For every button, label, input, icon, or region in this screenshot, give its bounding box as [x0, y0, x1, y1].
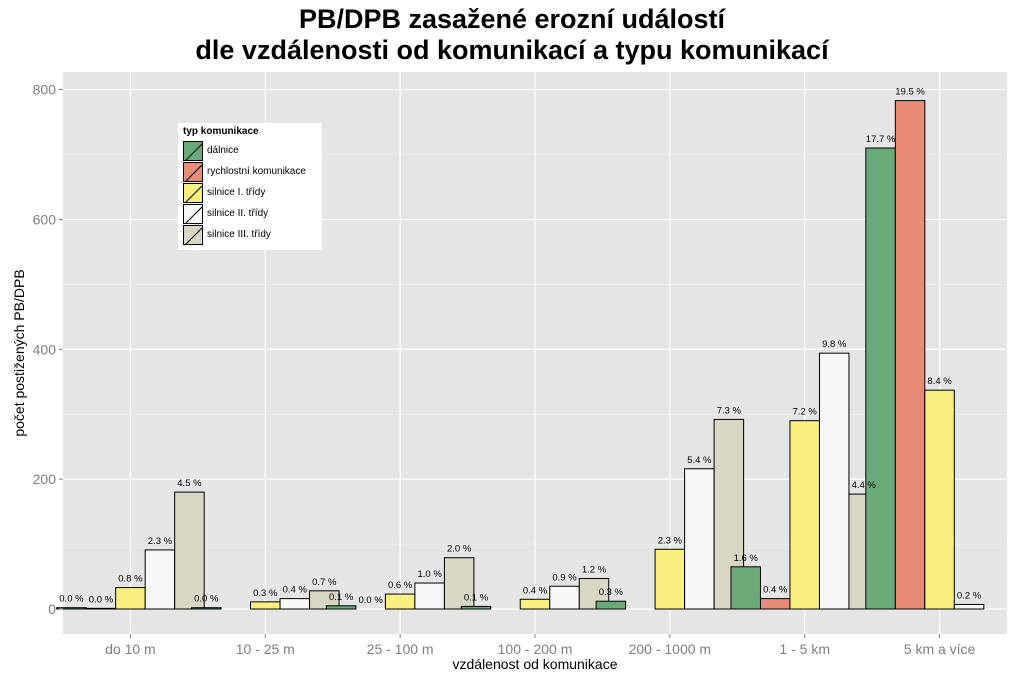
y-tick-label: 0: [48, 601, 56, 617]
y-tick-label: 200: [33, 471, 57, 487]
legend-label: dálnice: [207, 145, 239, 156]
y-axis-label: počet postižených PB/DPB: [11, 269, 27, 436]
bar: [549, 585, 580, 610]
bar-value-label: 0.4 %: [763, 585, 788, 596]
bar-value-label: 0.3 %: [599, 587, 624, 598]
bar: [85, 607, 117, 610]
legend-item: silnice I. třídy: [183, 183, 321, 203]
bar-value-label: 2.0 %: [447, 544, 472, 555]
bar-value-label: 7.2 %: [793, 407, 818, 418]
legend-swatch: [183, 183, 203, 203]
x-tick-label: 1 - 5 km: [779, 641, 830, 657]
legend-label: rychlostní komunikace: [207, 166, 306, 177]
bar-value-label: 2.3 %: [148, 536, 173, 547]
data-labels: 0.0 % 0.0 % 0.8 % 2.3 % 4.5 % 0.0 % 0.3 % 0.4 %…: [59, 87, 981, 606]
y-tick-label: 400: [33, 341, 57, 357]
bar: [894, 100, 926, 610]
y-tick-label: 600: [33, 211, 57, 227]
legend-label: silnice III. třídy: [207, 229, 271, 240]
bar: [730, 566, 761, 610]
legend: typ komunikace dálnice rychlostní komunik…: [178, 123, 322, 250]
bar-value-label: 0.2 %: [957, 590, 982, 601]
bar: [759, 598, 791, 610]
bar-value-label: 0.4 %: [283, 585, 308, 596]
bar: [519, 598, 551, 610]
legend-item: dálnice: [183, 141, 321, 161]
bar-value-label: 9.8 %: [822, 339, 847, 350]
bar-value-label: 1.6 %: [734, 553, 759, 564]
bar-value-label: 19.5 %: [895, 87, 925, 98]
bar-value-label: 0.0 %: [89, 594, 114, 605]
bar: [191, 607, 222, 610]
legend-swatch: [183, 141, 203, 161]
bar-value-label: 1.2 %: [582, 564, 607, 575]
x-tick-label: 100 - 200 m: [498, 641, 573, 657]
bar-value-label: 0.1 %: [329, 592, 354, 603]
bar-value-label: 0.7 %: [312, 577, 337, 588]
legend-item: silnice III. třídy: [183, 225, 321, 245]
bar: [325, 605, 357, 610]
bar: [250, 601, 281, 610]
legend-label: silnice II. třídy: [207, 208, 269, 219]
bar: [115, 587, 146, 610]
bar-value-label: 0.1 %: [464, 592, 489, 603]
bar: [684, 468, 715, 610]
x-tick-label: 25 - 100 m: [367, 641, 434, 657]
bar: [578, 577, 610, 610]
y-axis: 0 200 400 600 800: [33, 82, 63, 617]
bar: [144, 549, 176, 610]
bar-value-label: 7.3 %: [717, 405, 742, 416]
bar-value-label: 0.0 %: [59, 594, 84, 605]
bar-value-label: 5.4 %: [687, 455, 712, 466]
legend-item: silnice II. třídy: [183, 204, 321, 224]
bar: [443, 557, 475, 610]
bar: [309, 590, 340, 610]
bar-value-label: 4.4 %: [852, 480, 877, 491]
bar: [414, 582, 445, 610]
y-tick-label: 800: [33, 82, 57, 98]
bar: [818, 352, 850, 610]
x-axis-label: vzdálenost od komunikace: [453, 656, 618, 672]
bar-value-label: 0.6 %: [388, 580, 413, 591]
bar-value-label: 8.4 %: [927, 376, 952, 387]
legend-item: rychlostní komunikace: [183, 162, 321, 182]
bar: [865, 147, 896, 610]
bars: [56, 100, 985, 610]
bar-value-label: 0.4 %: [523, 585, 548, 596]
x-tick-label: 5 km a více: [904, 641, 976, 657]
legend-swatch: [183, 204, 203, 224]
chart-title-line-1: PB/DPB zasažené erozní událostí: [298, 4, 726, 34]
bar: [460, 605, 492, 610]
bar: [654, 548, 686, 610]
bar-value-label: 1.0 %: [417, 569, 442, 580]
legend-title: typ komunikace: [183, 126, 259, 137]
chart-title-line-2: dle vzdálenosti od komunikací a typu kom…: [195, 35, 829, 65]
chart-title: PB/DPB zasažené erozní událostí dle vzdá…: [0, 4, 1024, 66]
bar: [279, 598, 311, 610]
x-tick-label: 200 - 1000 m: [629, 641, 712, 657]
legend-swatch: [183, 162, 203, 182]
x-tick-label: do 10 m: [105, 641, 156, 657]
legend-swatch: [183, 225, 203, 245]
bar: [953, 603, 985, 610]
bar: [174, 491, 205, 610]
bar-value-label: 4.5 %: [177, 478, 202, 489]
x-tick-label: 10 - 25 m: [236, 641, 295, 657]
bar: [924, 389, 955, 610]
bar-value-label: 0.0 %: [194, 594, 219, 605]
bar: [595, 600, 627, 610]
bar: [384, 593, 416, 610]
bar-value-label: 0.9 %: [552, 572, 577, 583]
bar-value-label: 0.0 %: [358, 595, 383, 606]
bar: [789, 420, 820, 610]
bar-value-label: 0.3 %: [253, 588, 278, 599]
bar-value-label: 17.7 %: [866, 134, 896, 145]
legend-label: silnice I. třídy: [207, 187, 266, 198]
x-axis: do 10 m 10 - 25 m 25 - 100 m 100 - 200 m 200…: [105, 634, 976, 657]
bar-value-label: 2.3 %: [658, 535, 683, 546]
bar-value-label: 0.8 %: [118, 574, 143, 585]
